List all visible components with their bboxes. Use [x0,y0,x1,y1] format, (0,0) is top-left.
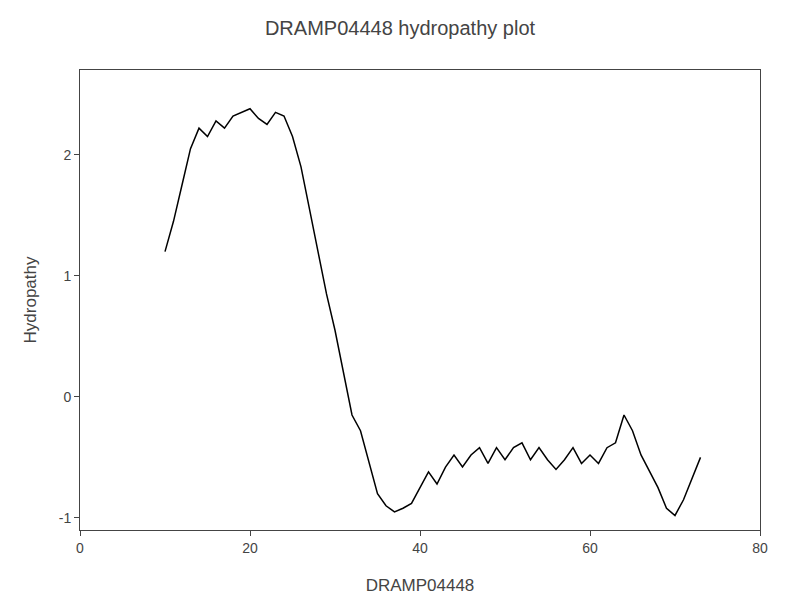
svg-text:0: 0 [63,389,71,405]
svg-text:0: 0 [76,540,84,556]
svg-text:DRAMP04448: DRAMP04448 [366,576,475,595]
svg-text:DRAMP04448 hydropathy plot: DRAMP04448 hydropathy plot [265,17,536,39]
svg-text:40: 40 [412,540,428,556]
svg-text:Hydropathy: Hydropathy [21,256,40,343]
svg-text:80: 80 [752,540,768,556]
svg-text:-1: -1 [59,510,72,526]
svg-text:2: 2 [63,147,71,163]
svg-text:1: 1 [63,268,71,284]
svg-text:60: 60 [582,540,598,556]
svg-text:20: 20 [242,540,258,556]
